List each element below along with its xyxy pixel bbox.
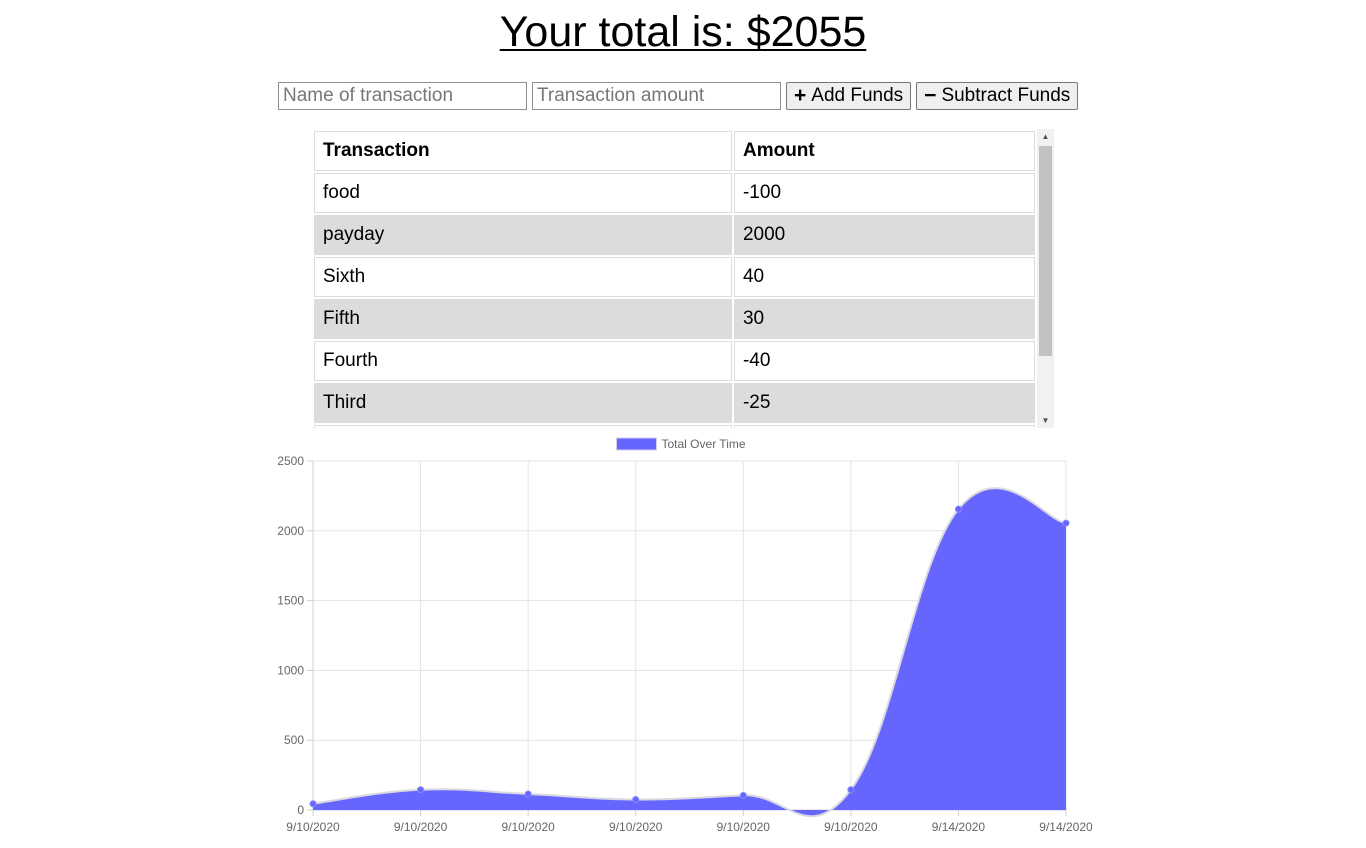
data-point: [633, 797, 639, 803]
transaction-amount-cell: 40: [734, 257, 1035, 297]
plus-icon: +: [794, 86, 806, 106]
add-funds-button[interactable]: + Add Funds: [786, 82, 911, 110]
area-fill: [313, 488, 1066, 816]
scroll-thumb[interactable]: [1039, 146, 1052, 356]
x-tick-label: 9/10/2020: [501, 820, 555, 834]
y-tick-label: 0: [297, 803, 304, 817]
data-point: [1063, 520, 1069, 526]
data-point: [418, 787, 424, 793]
legend-label: Total Over Time: [662, 437, 746, 451]
transaction-amount-cell: -100: [734, 173, 1035, 213]
table-header-row: Transaction Amount: [314, 131, 1035, 171]
transaction-name-cell: payday: [314, 215, 732, 255]
transactions-table: Transaction Amount food -100 payday 2000…: [312, 129, 1037, 428]
legend-swatch: [617, 438, 657, 450]
x-tick-label: 9/10/2020: [609, 820, 663, 834]
transaction-form: + Add Funds − Subtract Funds: [278, 82, 1083, 110]
transaction-amount-cell: -25: [734, 383, 1035, 423]
total-heading: Your total is: $2055: [500, 8, 867, 56]
data-point: [955, 506, 961, 512]
table-row: payday 2000: [314, 215, 1035, 255]
y-tick-label: 2000: [277, 524, 304, 538]
transaction-name-cell: [314, 425, 732, 428]
subtract-funds-button[interactable]: − Subtract Funds: [916, 82, 1078, 110]
transaction-amount-cell: 2000: [734, 215, 1035, 255]
x-tick-label: 9/10/2020: [394, 820, 448, 834]
table-row: Fourth -40: [314, 341, 1035, 381]
transaction-amount-cell: -40: [734, 341, 1035, 381]
table-scrollbar[interactable]: ▲ ▼: [1037, 129, 1054, 428]
x-tick-label: 9/10/2020: [824, 820, 878, 834]
table-row: Sixth 40: [314, 257, 1035, 297]
transaction-name-input[interactable]: [278, 82, 527, 110]
scroll-up-arrow-icon[interactable]: ▲: [1037, 129, 1054, 144]
total-over-time-chart: 0 500 1000 1500 2000 2500 9/10/2020 9/10/2020 9/…: [260, 432, 1110, 842]
data-point: [310, 801, 316, 807]
transaction-name-cell: food: [314, 173, 732, 213]
x-tick-label: 9/10/2020: [286, 820, 340, 834]
transaction-name-cell: Sixth: [314, 257, 732, 297]
data-point: [848, 787, 854, 793]
y-tick-label: 1000: [277, 663, 304, 677]
scroll-down-arrow-icon[interactable]: ▼: [1037, 413, 1054, 428]
y-tick-label: 1500: [277, 594, 304, 608]
column-header-amount: Amount: [734, 131, 1035, 171]
y-tick-label: 500: [284, 733, 304, 747]
data-point: [740, 792, 746, 798]
transaction-amount-cell: 30: [734, 299, 1035, 339]
table-row: [314, 425, 1035, 428]
transaction-name-cell: Third: [314, 383, 732, 423]
table-row: food -100: [314, 173, 1035, 213]
transaction-amount-cell: [734, 425, 1035, 428]
add-funds-label: Add Funds: [811, 85, 903, 107]
transactions-table-container[interactable]: Transaction Amount food -100 payday 2000…: [312, 129, 1054, 428]
transaction-amount-input[interactable]: [532, 82, 781, 110]
column-header-transaction: Transaction: [314, 131, 732, 171]
minus-icon: −: [924, 86, 936, 106]
transaction-name-cell: Fifth: [314, 299, 732, 339]
y-tick-label: 2500: [277, 454, 304, 468]
x-tick-label: 9/10/2020: [717, 820, 771, 834]
x-tick-label: 9/14/2020: [932, 820, 986, 834]
x-tick-label: 9/14/2020: [1039, 820, 1093, 834]
subtract-funds-label: Subtract Funds: [941, 85, 1070, 107]
transaction-name-cell: Fourth: [314, 341, 732, 381]
data-point: [525, 791, 531, 797]
table-row: Third -25: [314, 383, 1035, 423]
page-title: Your total is: $2055: [0, 6, 1366, 58]
table-row: Fifth 30: [314, 299, 1035, 339]
